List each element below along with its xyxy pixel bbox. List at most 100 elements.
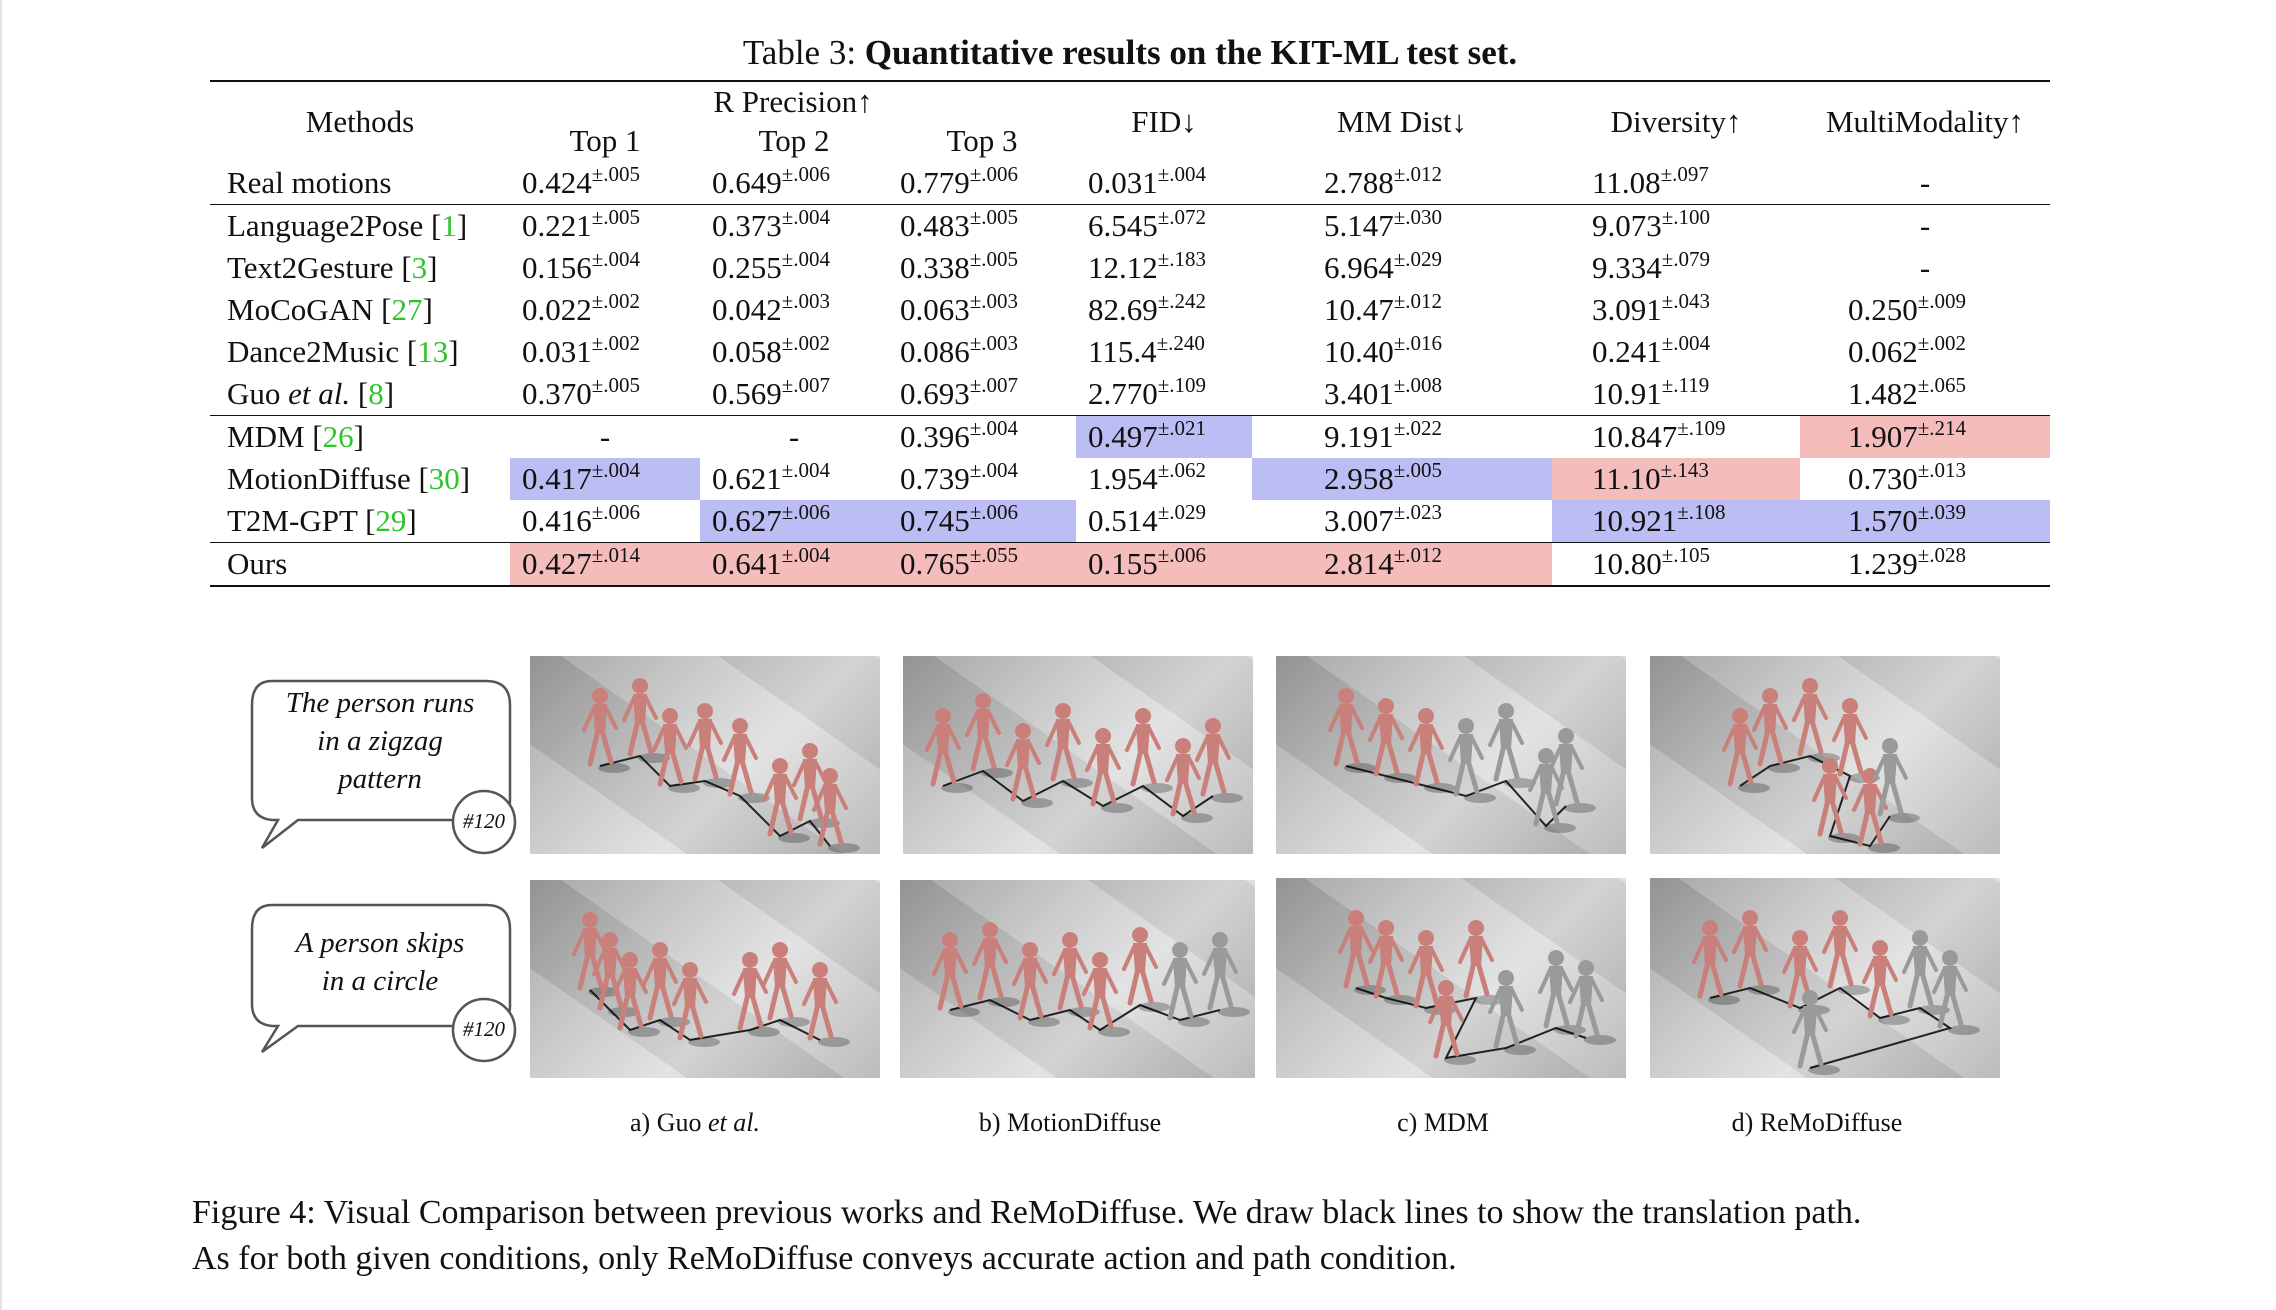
confidence-interval: ±.039 [1917,500,1967,524]
confidence-interval: ±.100 [1661,205,1711,229]
confidence-interval: ±.028 [1917,543,1967,567]
human-figure-icon [1328,688,1376,773]
human-figure-icon [732,952,780,1037]
value-cell-mm: 3.401±.008 [1252,373,1552,416]
value: 0.250 [1848,292,1918,327]
value-cell-top1: 0.221±.005 [510,204,700,247]
confidence-interval: ±.021 [1157,416,1207,440]
confidence-interval: ±.072 [1157,205,1207,229]
render-motiondiffuse-zigzag [903,656,1253,854]
value-cell-top3: 0.396±.004 [888,415,1077,458]
human-figure-icon [972,922,1020,1007]
citation-link[interactable]: 26 [322,419,354,454]
human-figure-icon [1932,950,1980,1035]
confidence-interval: ±.006 [969,162,1019,186]
value-cell-top3: 0.739±.004 [888,458,1076,500]
human-figure-icon [1428,980,1476,1065]
confidence-interval: ±.002 [1917,331,1967,355]
value: 0.621 [712,461,782,496]
value-cell-mm: 3.007±.023 [1252,500,1552,543]
method-name: Text2Gesture [227,250,394,285]
value: - [788,419,800,454]
citation-link[interactable]: 3 [411,250,428,285]
citation-link[interactable]: 27 [391,292,423,327]
human-figure-icon [1202,932,1250,1017]
citation-link[interactable]: 8 [368,376,384,411]
motion-figures-icon [925,693,1243,823]
value: 0.373 [712,208,782,243]
human-figure-icon [1012,942,1060,1027]
citation-link[interactable]: 29 [375,503,407,538]
human-figure-icon [1722,708,1770,793]
condition-line: pattern [338,763,422,795]
human-figure-icon [1082,952,1130,1037]
confidence-interval: ±.002 [591,331,641,355]
value: 6.545 [1088,208,1158,243]
value: 2.814 [1324,546,1394,581]
translation-path [1709,986,1953,1069]
human-figure-icon [1448,718,1496,803]
value-cell-top1: 0.417±.004 [510,458,700,500]
human-figure-icon [965,693,1013,778]
value: 9.073 [1592,208,1662,243]
value-cell-div: 11.10±.143 [1552,458,1801,500]
value: 0.424 [522,165,592,200]
confidence-interval: ±.065 [1917,373,1967,397]
confidence-interval: ±.006 [1157,543,1207,567]
value-cell-top1: 0.416±.006 [510,500,700,543]
value: - [1919,250,1931,285]
value-cell-top1: 0.427±.014 [510,542,700,587]
method-name: MoCoGAN [227,292,374,327]
value-cell-top1: 0.370±.005 [510,373,700,416]
citation-link[interactable]: 13 [417,334,449,369]
citation-link[interactable]: 1 [441,208,457,243]
confidence-interval: ±.005 [591,205,641,229]
human-figure-icon [1812,758,1860,843]
condition-id-1: #120 [463,809,505,833]
value-cell-fid: 6.545±.072 [1076,204,1253,247]
confidence-interval: ±.079 [1661,247,1711,271]
human-figure-icon [652,708,700,793]
confidence-interval: ±.105 [1661,543,1711,567]
value: 9.334 [1592,250,1662,285]
subcaption-label: a) Guo [630,1108,702,1137]
value-cell-fid: 12.12±.183 [1076,247,1252,289]
human-figure-icon [1005,723,1053,808]
value-cell-top3: 0.086±.003 [888,331,1076,373]
header-multimodality: MultiModality↑ [1825,104,2025,139]
value-cell-top2: 0.373±.004 [700,204,888,247]
confidence-interval: ±.002 [781,331,831,355]
method-name: Dance2Music [227,334,400,369]
table-row: Real motions 0.424±.005 0.649±.006 0.779±.0… [210,162,2050,205]
value: 0.569 [712,376,782,411]
value-cell-mm: 6.964±.029 [1252,247,1552,289]
human-figure-icon [1862,940,1910,1025]
confidence-interval: ±.012 [1393,289,1443,313]
value: 3.091 [1592,292,1662,327]
confidence-interval: ±.002 [591,289,641,313]
table-caption: Table 3: Quantitative results on the KIT… [210,30,2050,76]
value-cell-mm: 2.958±.005 [1252,458,1553,500]
human-figure-icon [762,942,810,1027]
confidence-interval: ±.004 [781,458,831,482]
confidence-interval: ±.109 [1677,416,1726,440]
method-cell: Guo et al. [8] [227,376,395,411]
confidence-interval: ±.242 [1157,289,1207,313]
method-name: T2M-GPT [227,503,358,538]
human-figure-icon [1752,688,1800,773]
citation-link[interactable]: 30 [428,461,460,496]
render-motiondiffuse-circle [900,880,1255,1078]
translation-path [942,769,1214,818]
confidence-interval: ±.008 [1393,373,1443,397]
method-name: Real motions [227,165,392,200]
human-figure-icon [1822,910,1870,995]
confidence-interval: ±.016 [1393,331,1443,355]
value: 0.063 [900,292,970,327]
human-figure-icon [687,703,735,788]
condition-text-1: The person runs in a zigzag pattern [258,684,502,798]
header-mm-dist: MM Dist↓ [1337,104,1468,139]
value: - [1919,165,1931,200]
value-cell-fid: 2.770±.109 [1076,373,1252,416]
header-top2: Top 2 [758,123,830,158]
translation-path [949,998,1221,1032]
